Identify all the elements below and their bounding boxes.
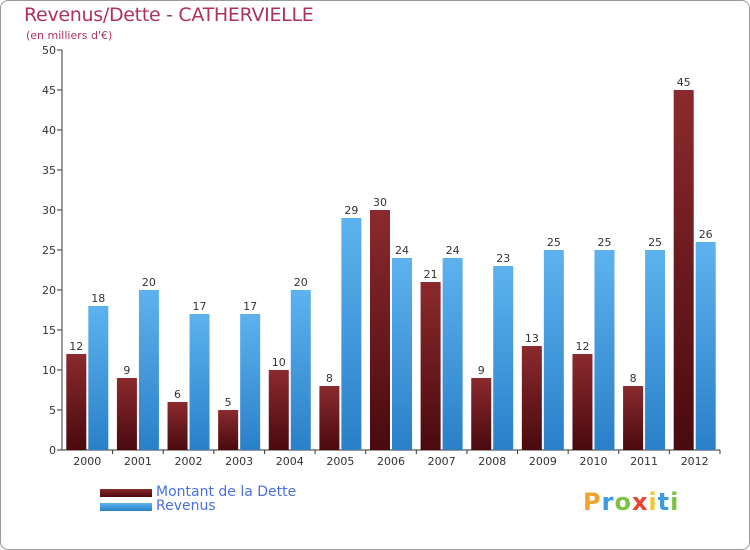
logo-letter: r [601, 488, 615, 516]
y-tick-label: 0 [49, 444, 56, 457]
legend-swatch-debt [100, 489, 152, 497]
data-label-dette: 10 [272, 356, 286, 369]
chart-subtitle: (en milliers d'€) [26, 29, 113, 42]
bar-revenus [645, 250, 666, 450]
logo-letter: i [648, 488, 658, 516]
y-tick-label: 10 [42, 364, 56, 377]
bar-revenus [392, 258, 412, 450]
data-label-revenus: 25 [648, 236, 662, 249]
bar-dette [218, 410, 239, 450]
x-tick-label: 2006 [377, 455, 405, 468]
bar-dette [471, 378, 492, 450]
data-label-revenus: 24 [446, 244, 460, 257]
bar-dette [319, 386, 340, 450]
bar-revenus [341, 218, 362, 450]
bars [66, 90, 716, 450]
y-tick-label: 45 [42, 84, 56, 97]
y-tick-label: 5 [49, 404, 56, 417]
x-tick-label: 2010 [579, 455, 607, 468]
data-label-dette: 6 [174, 388, 181, 401]
data-label-dette: 12 [69, 340, 83, 353]
data-label-revenus: 23 [496, 252, 510, 265]
labels: 12 18 9 20 6 17 5 17 10 20 8 29 30 24 21 24 9 23 13 25 12 25 8… [69, 76, 712, 409]
data-label-revenus: 25 [597, 236, 611, 249]
data-label-dette: 30 [373, 196, 387, 209]
data-label-dette: 8 [630, 372, 637, 385]
logo-letter: o [614, 488, 632, 516]
data-label-revenus: 29 [344, 204, 358, 217]
x-tick-label: 2001 [124, 455, 152, 468]
data-label-revenus: 17 [243, 300, 257, 313]
data-label-revenus: 18 [91, 292, 105, 305]
bar-revenus [290, 290, 311, 450]
bar-dette [268, 370, 289, 450]
data-label-dette: 21 [424, 268, 438, 281]
y-tick-label: 40 [42, 124, 56, 137]
data-label-revenus: 25 [547, 236, 561, 249]
x-tick-label: 2007 [428, 455, 456, 468]
bar-dette [521, 346, 542, 450]
data-label-dette: 13 [525, 332, 539, 345]
logo-letter: t [657, 488, 671, 516]
bar-dette [167, 402, 188, 450]
x-tick-label: 2005 [326, 455, 354, 468]
y-tick-label: 15 [42, 324, 56, 337]
bar-revenus [189, 314, 210, 450]
data-label-revenus: 20 [142, 276, 156, 289]
data-label-dette: 9 [478, 364, 485, 377]
bar-revenus [695, 242, 716, 450]
data-label-revenus: 24 [395, 244, 409, 257]
bar-revenus [493, 266, 514, 450]
logo-letter: i [670, 488, 680, 516]
x-tick-label: 2000 [73, 455, 101, 468]
data-label-dette: 8 [326, 372, 333, 385]
data-label-dette: 45 [677, 76, 691, 89]
bar-dette [66, 354, 87, 450]
legend-swatch-revenus [100, 503, 152, 511]
legend-label-revenus: Revenus [156, 498, 216, 514]
x-tick-label: 2009 [529, 455, 557, 468]
y-tick-label: 35 [42, 164, 56, 177]
data-label-dette: 9 [123, 364, 130, 377]
x-tick-label: 2004 [276, 455, 304, 468]
chart-title: Revenus/Dette - CATHERVIELLE [24, 4, 314, 26]
x-tick-label: 2012 [681, 455, 709, 468]
bar-revenus [442, 258, 463, 450]
bar-dette [572, 354, 593, 450]
axes: 0 5 10 15 20 25 30 35 40 45 50 2000 2001 2002 2003 2004… [42, 44, 721, 468]
logo-letter: P [583, 488, 602, 516]
x-tick-label: 2011 [630, 455, 658, 468]
bar-dette [673, 90, 694, 450]
x-tick-label: 2002 [175, 455, 203, 468]
logo-letter: x [631, 488, 649, 516]
data-label-revenus: 17 [193, 300, 207, 313]
legend-label-debt: Montant de la Dette [156, 484, 297, 500]
data-label-revenus: 26 [699, 228, 713, 241]
y-tick-label: 30 [42, 204, 56, 217]
data-label-dette: 12 [575, 340, 589, 353]
bar-dette [623, 386, 644, 450]
y-tick-label: 20 [42, 284, 56, 297]
x-tick-label: 2008 [478, 455, 506, 468]
bar-dette [420, 282, 441, 450]
bar-dette [370, 210, 390, 450]
bar-revenus [240, 314, 261, 450]
y-tick-label: 25 [42, 244, 56, 257]
bar-revenus [594, 250, 615, 450]
bar-revenus [543, 250, 564, 450]
bar-dette [116, 378, 137, 450]
data-label-revenus: 20 [294, 276, 308, 289]
proxiti-logo: Proxiti [583, 488, 679, 516]
x-tick-label: 2003 [225, 455, 253, 468]
y-tick-label: 50 [42, 44, 56, 57]
bar-revenus [138, 290, 159, 450]
bar-revenus [88, 306, 109, 450]
data-label-dette: 5 [225, 396, 232, 409]
